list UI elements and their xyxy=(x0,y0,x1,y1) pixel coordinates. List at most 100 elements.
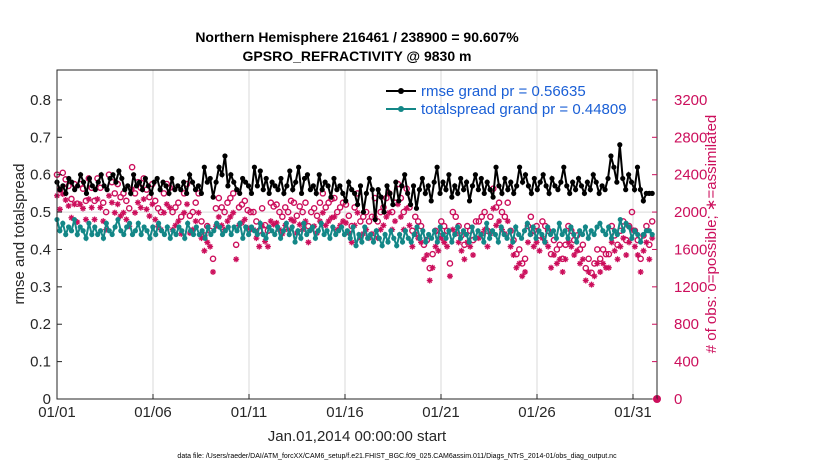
obs-possible-point xyxy=(218,204,225,211)
obs-assimilated-point xyxy=(496,218,503,225)
series-point-rmse xyxy=(458,175,464,182)
series-point-rmse xyxy=(608,153,614,159)
series-point-totalspread xyxy=(449,239,455,245)
series-point-rmse xyxy=(517,164,523,170)
series-point-totalspread xyxy=(179,228,185,234)
series-point-rmse xyxy=(86,175,93,182)
obs-possible-point xyxy=(279,213,286,221)
series-point-totalspread xyxy=(492,231,499,238)
series-point-rmse xyxy=(419,175,425,182)
obs-assimilated-point xyxy=(617,243,624,250)
series-point-rmse xyxy=(133,183,140,189)
series-point-totalspread xyxy=(553,235,559,241)
obs-assimilated-point xyxy=(114,201,121,208)
series-point-rmse xyxy=(552,183,558,189)
series-point-rmse xyxy=(387,190,393,196)
chart-title-line2: GPSRO_REFRACTIVITY @ 9830 m xyxy=(243,48,472,64)
series-point-totalspread xyxy=(434,239,440,245)
obs-assimilated-point xyxy=(166,204,173,211)
series-point-totalspread xyxy=(112,224,118,230)
series-point-totalspread xyxy=(547,231,554,238)
series-point-rmse xyxy=(437,190,443,196)
series-point-rmse xyxy=(113,179,119,185)
series-point-totalspread xyxy=(347,235,353,241)
obs-assimilated-point xyxy=(198,235,205,242)
series-point-rmse xyxy=(514,183,520,189)
series-point-totalspread xyxy=(524,220,530,226)
series-point-totalspread xyxy=(80,228,86,234)
series-point-totalspread xyxy=(608,235,615,241)
obs-assimilated-point xyxy=(319,209,326,216)
obs-assimilated-point xyxy=(507,243,514,250)
x-tick-label: 01/21 xyxy=(422,404,460,421)
series-point-rmse xyxy=(160,179,166,185)
series-point-rmse xyxy=(260,187,266,193)
chart-title-line1: Northern Hemisphere 216461 / 238900 = 90… xyxy=(195,29,519,45)
obs-possible-point xyxy=(212,205,220,212)
series-point-totalspread xyxy=(237,220,243,226)
series-point-totalspread xyxy=(321,231,327,238)
obs-assimilated-point xyxy=(377,226,384,233)
obs-assimilated-point xyxy=(423,252,430,259)
series-point-totalspread xyxy=(405,235,411,241)
obs-possible-point xyxy=(128,163,136,171)
obs-possible-point xyxy=(452,213,460,221)
obs-assimilated-point xyxy=(207,243,214,250)
series-point-rmse xyxy=(334,187,340,193)
series-point-totalspread xyxy=(77,224,83,230)
obs-assimilated-point xyxy=(455,239,462,246)
obs-assimilated-point xyxy=(481,226,488,233)
obs-possible-point xyxy=(229,190,237,197)
series-point-rmse xyxy=(290,187,296,193)
obs-assimilated-point xyxy=(56,206,63,213)
obs-possible-point xyxy=(446,260,454,267)
obs-assimilated-point xyxy=(470,252,477,259)
series-point-rmse xyxy=(296,164,302,170)
series-point-rmse xyxy=(69,179,75,185)
obs-assimilated-point xyxy=(640,247,647,254)
obs-assimilated-point xyxy=(296,221,303,228)
series-point-totalspread xyxy=(452,231,458,238)
obs-assimilated-point xyxy=(106,192,113,199)
series-point-rmse xyxy=(89,183,95,189)
obs-assimilated-point xyxy=(137,204,144,211)
obs-assimilated-point xyxy=(305,239,312,246)
series-point-totalspread xyxy=(588,228,594,234)
series-point-rmse xyxy=(620,175,626,182)
series-point-rmse xyxy=(201,164,207,170)
obs-assimilated-point xyxy=(484,243,491,250)
series-point-totalspread xyxy=(333,231,339,238)
y-right-tick-label: 800 xyxy=(674,316,699,333)
series-point-totalspread xyxy=(426,231,432,238)
series-point-totalspread xyxy=(611,228,618,234)
x-tick-label: 01/16 xyxy=(326,404,364,421)
series-point-totalspread xyxy=(594,224,600,230)
series-point-totalspread xyxy=(527,231,533,238)
series-point-rmse xyxy=(186,172,193,178)
series-point-totalspread xyxy=(173,231,179,238)
series-point-totalspread xyxy=(423,239,429,245)
series-point-totalspread xyxy=(626,224,632,230)
obs-possible-point xyxy=(59,169,67,177)
series-point-rmse xyxy=(136,179,143,185)
series-point-rmse xyxy=(101,183,107,189)
series-point-rmse xyxy=(263,175,269,182)
obs-possible-point xyxy=(284,208,292,216)
series-point-rmse xyxy=(331,175,337,182)
series-point-rmse xyxy=(66,175,72,182)
obs-assimilated-point xyxy=(432,243,439,250)
series-point-rmse xyxy=(231,179,237,185)
plot-frame xyxy=(56,69,658,400)
series-point-rmse xyxy=(322,179,328,185)
series-point-rmse xyxy=(245,183,252,189)
series-point-rmse xyxy=(237,190,243,196)
series-point-rmse xyxy=(584,179,590,185)
series-point-rmse xyxy=(163,183,169,189)
series-point-rmse xyxy=(578,183,585,189)
series-point-rmse xyxy=(390,201,396,208)
series-point-totalspread xyxy=(574,239,580,245)
series-point-rmse xyxy=(422,190,428,196)
obs-assimilated-point xyxy=(322,222,329,229)
series-point-totalspread xyxy=(248,224,255,230)
